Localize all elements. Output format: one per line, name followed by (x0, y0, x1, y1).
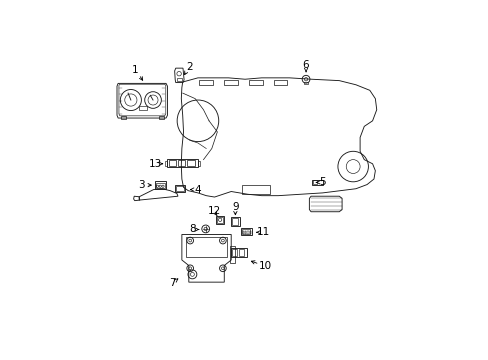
Bar (249, 231, 250, 234)
Text: 2: 2 (185, 62, 192, 72)
Bar (139, 106, 147, 110)
Bar (311, 180, 323, 185)
Text: 13: 13 (149, 159, 162, 169)
Bar (198, 161, 200, 166)
Bar (187, 160, 194, 166)
Bar (242, 185, 269, 194)
Bar (247, 231, 248, 234)
Bar (168, 160, 175, 166)
Bar (304, 82, 307, 84)
Bar (229, 246, 235, 263)
Bar (199, 80, 212, 85)
Text: 5: 5 (319, 177, 325, 187)
Text: 12: 12 (207, 206, 220, 216)
Text: 4: 4 (194, 185, 201, 194)
Bar (249, 80, 262, 85)
Bar (176, 186, 183, 191)
Bar (177, 78, 182, 81)
Bar (155, 181, 166, 189)
Bar (178, 160, 185, 166)
Text: 7: 7 (169, 278, 175, 288)
Bar (239, 249, 244, 256)
Bar (166, 159, 198, 167)
Bar (231, 248, 247, 257)
Bar (165, 161, 167, 166)
Bar (230, 217, 239, 226)
Text: 10: 10 (259, 261, 272, 271)
Text: 1: 1 (132, 64, 139, 75)
Bar (312, 180, 317, 184)
Bar (216, 216, 224, 224)
Bar (224, 80, 237, 85)
Bar (121, 116, 125, 118)
Bar (243, 231, 244, 234)
Bar (274, 80, 287, 85)
Bar (241, 228, 251, 235)
Text: 6: 6 (302, 60, 309, 70)
Text: 9: 9 (232, 202, 238, 212)
Text: 11: 11 (256, 227, 269, 237)
Bar (244, 231, 246, 234)
Bar (242, 229, 250, 234)
Text: 3: 3 (138, 180, 144, 190)
Bar (231, 218, 238, 225)
Bar (159, 116, 164, 118)
Bar (232, 249, 237, 256)
Bar (185, 237, 226, 257)
Bar (217, 217, 223, 223)
Bar (156, 183, 164, 188)
Bar (175, 185, 184, 192)
Text: 8: 8 (189, 225, 195, 234)
